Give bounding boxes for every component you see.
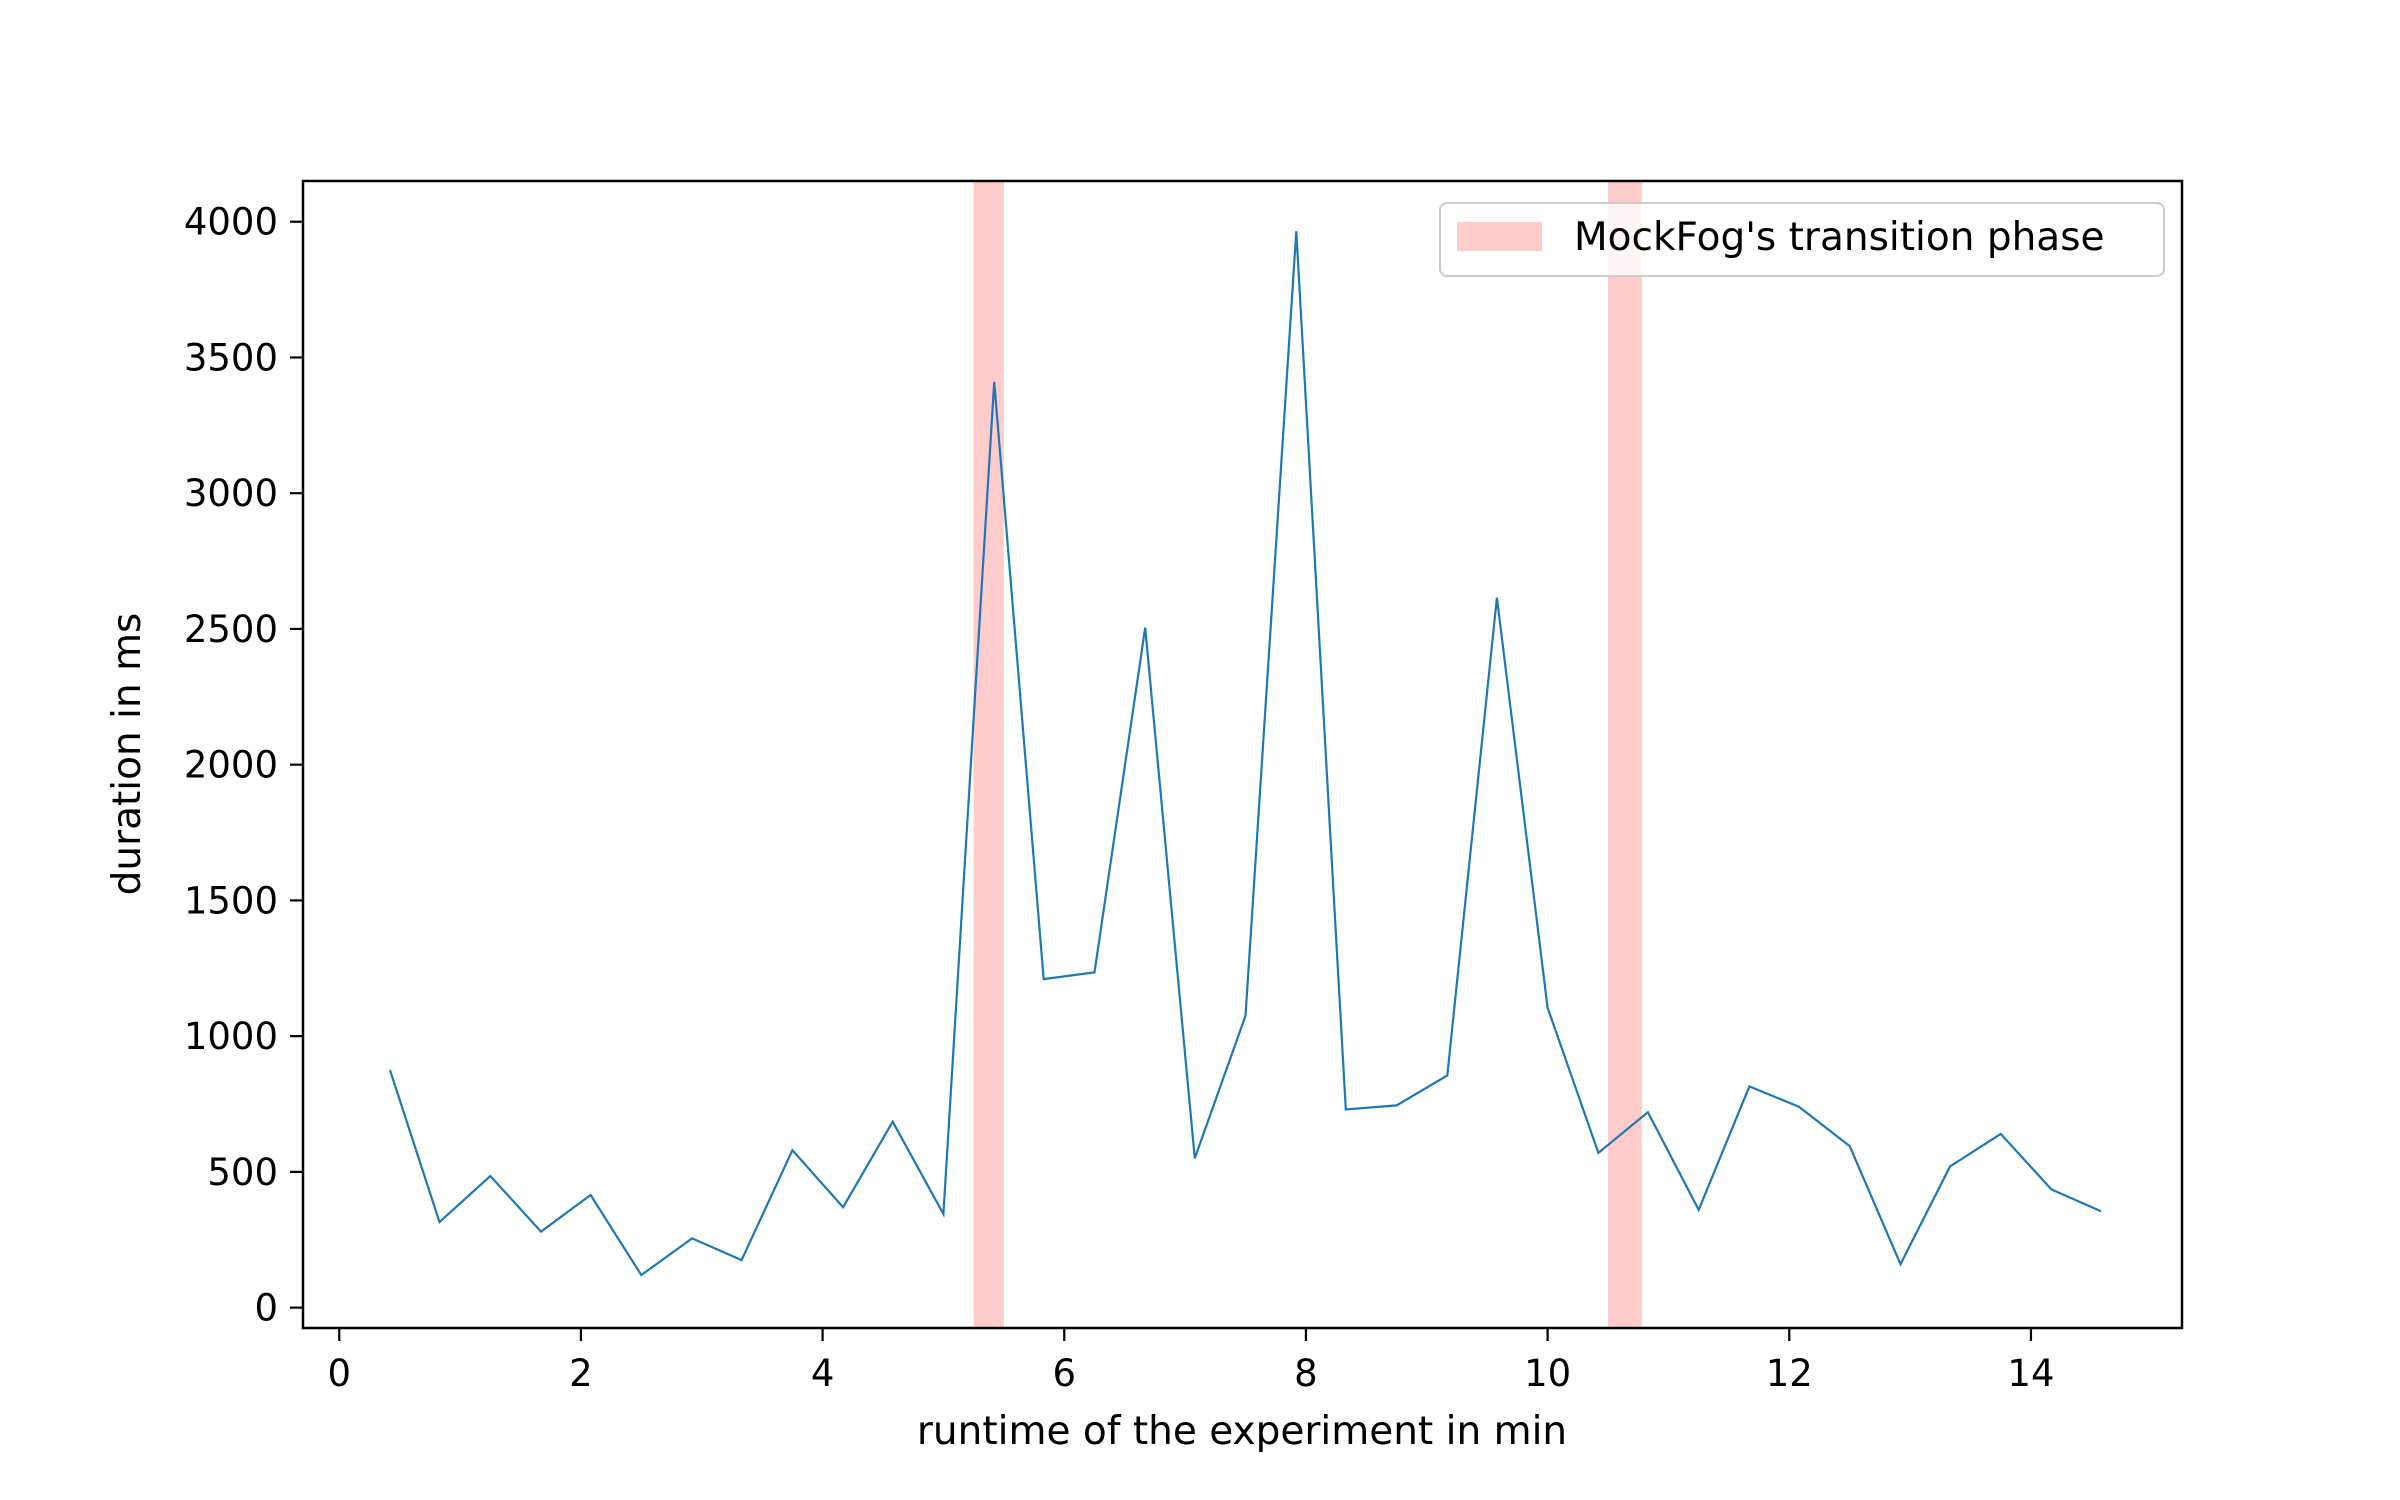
y-axis-ticks: 0 500 1000 1500 2000 2500 3000 3500 4000: [184, 201, 303, 1330]
y-tick-label: 500: [207, 1151, 278, 1194]
y-tick-label: 4000: [184, 201, 278, 244]
legend-swatch: [1457, 222, 1542, 251]
legend-label: MockFog's transition phase: [1574, 215, 2105, 260]
x-axis-ticks: 0 2 4 6 8 10 12 14: [327, 1328, 2055, 1395]
x-axis-label: runtime of the experiment in min: [917, 1409, 1567, 1454]
transition-span-2: [1608, 181, 1642, 1328]
y-tick-label: 1000: [184, 1015, 278, 1058]
legend: MockFog's transition phase: [1439, 202, 2165, 277]
x-tick-label: 6: [1052, 1352, 1076, 1395]
y-tick-label: 3000: [184, 472, 278, 515]
legend-box: [1439, 202, 2165, 277]
plot-frame: [301, 179, 2184, 1330]
x-tick-label: 0: [327, 1352, 351, 1395]
transition-spans: [973, 181, 1642, 1328]
y-tick-label: 2000: [184, 744, 278, 787]
x-tick-label: 2: [569, 1352, 593, 1395]
transition-span-1: [973, 181, 1004, 1328]
y-tick-label: 0: [254, 1287, 278, 1330]
series-line-1: [388, 231, 2102, 1277]
data-series: [388, 231, 2102, 1277]
x-tick-label: 14: [2007, 1352, 2054, 1395]
y-tick-label: 1500: [184, 879, 278, 922]
y-tick-label: 2500: [184, 608, 278, 651]
x-tick-label: 12: [1766, 1352, 1813, 1395]
y-axis-label: duration in ms: [105, 613, 150, 896]
x-tick-label: 10: [1524, 1352, 1571, 1395]
y-tick-label: 3500: [184, 336, 278, 379]
x-tick-label: 4: [811, 1352, 835, 1395]
x-tick-label: 8: [1294, 1352, 1318, 1395]
